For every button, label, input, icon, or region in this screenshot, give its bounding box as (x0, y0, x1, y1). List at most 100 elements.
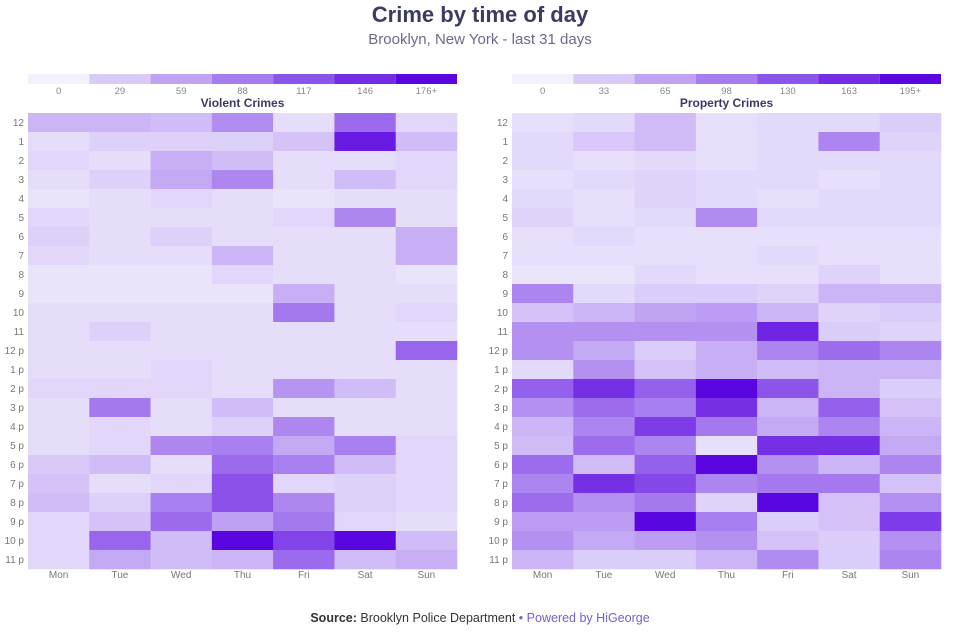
violent-crimes-cell[interactable] (395, 512, 458, 532)
violent-crimes-cell[interactable] (334, 379, 397, 399)
violent-crimes-cell[interactable] (28, 322, 90, 342)
property-crimes-cell[interactable] (573, 170, 635, 190)
property-crimes-cell[interactable] (573, 360, 635, 380)
property-crimes-cell[interactable] (573, 303, 635, 323)
property-crimes-cell[interactable] (695, 227, 758, 247)
violent-crimes-cell[interactable] (273, 398, 335, 418)
property-crimes-cell[interactable] (757, 132, 819, 152)
violent-crimes-cell[interactable] (28, 284, 90, 304)
violent-crimes-cell[interactable] (89, 436, 151, 456)
property-crimes-cell[interactable] (757, 246, 819, 266)
violent-crimes-cell[interactable] (273, 170, 335, 190)
property-crimes-cell[interactable] (512, 246, 574, 266)
property-crimes-cell[interactable] (512, 512, 574, 532)
property-crimes-cell[interactable] (695, 113, 758, 133)
property-crimes-cell[interactable] (818, 113, 881, 133)
violent-crimes-cell[interactable] (273, 227, 335, 247)
violent-crimes-cell[interactable] (150, 189, 213, 209)
property-crimes-cell[interactable] (634, 246, 697, 266)
property-crimes-cell[interactable] (634, 512, 697, 532)
violent-crimes-cell[interactable] (28, 474, 90, 494)
property-crimes-cell[interactable] (818, 455, 881, 475)
violent-crimes-cell[interactable] (89, 284, 151, 304)
property-crimes-cell[interactable] (879, 246, 942, 266)
violent-crimes-cell[interactable] (273, 512, 335, 532)
property-crimes-cell[interactable] (818, 550, 881, 570)
violent-crimes-cell[interactable] (150, 550, 213, 570)
violent-crimes-cell[interactable] (150, 132, 213, 152)
violent-crimes-cell[interactable] (150, 113, 213, 133)
violent-crimes-cell[interactable] (28, 493, 90, 513)
violent-crimes-cell[interactable] (150, 455, 213, 475)
violent-crimes-cell[interactable] (273, 360, 335, 380)
property-crimes-cell[interactable] (879, 455, 942, 475)
violent-crimes-cell[interactable] (28, 151, 90, 171)
violent-crimes-cell[interactable] (150, 265, 213, 285)
violent-crimes-cell[interactable] (211, 170, 274, 190)
property-crimes-cell[interactable] (695, 493, 758, 513)
property-crimes-cell[interactable] (879, 417, 942, 437)
property-crimes-cell[interactable] (512, 398, 574, 418)
property-crimes-cell[interactable] (634, 398, 697, 418)
property-crimes-cell[interactable] (573, 379, 635, 399)
violent-crimes-cell[interactable] (28, 379, 90, 399)
property-crimes-cell[interactable] (573, 531, 635, 551)
violent-crimes-cell[interactable] (334, 398, 397, 418)
property-crimes-cell[interactable] (879, 341, 942, 361)
property-crimes-cell[interactable] (879, 360, 942, 380)
violent-crimes-cell[interactable] (28, 303, 90, 323)
violent-crimes-cell[interactable] (89, 550, 151, 570)
violent-crimes-cell[interactable] (28, 531, 90, 551)
property-crimes-cell[interactable] (512, 265, 574, 285)
violent-crimes-cell[interactable] (89, 341, 151, 361)
violent-crimes-cell[interactable] (395, 341, 458, 361)
violent-crimes-cell[interactable] (334, 436, 397, 456)
property-crimes-cell[interactable] (573, 493, 635, 513)
violent-crimes-cell[interactable] (89, 398, 151, 418)
property-crimes-cell[interactable] (573, 474, 635, 494)
property-crimes-cell[interactable] (818, 417, 881, 437)
violent-crimes-cell[interactable] (334, 474, 397, 494)
violent-crimes-cell[interactable] (395, 132, 458, 152)
violent-crimes-cell[interactable] (150, 246, 213, 266)
property-crimes-cell[interactable] (634, 303, 697, 323)
violent-crimes-cell[interactable] (28, 360, 90, 380)
property-crimes-cell[interactable] (757, 550, 819, 570)
property-crimes-cell[interactable] (818, 170, 881, 190)
violent-crimes-cell[interactable] (273, 208, 335, 228)
violent-crimes-cell[interactable] (211, 455, 274, 475)
property-crimes-cell[interactable] (818, 303, 881, 323)
property-crimes-cell[interactable] (757, 379, 819, 399)
property-crimes-cell[interactable] (879, 322, 942, 342)
property-crimes-cell[interactable] (818, 474, 881, 494)
property-crimes-cell[interactable] (512, 151, 574, 171)
violent-crimes-cell[interactable] (395, 417, 458, 437)
violent-crimes-cell[interactable] (211, 151, 274, 171)
violent-crimes-cell[interactable] (334, 531, 397, 551)
property-crimes-cell[interactable] (879, 151, 942, 171)
violent-crimes-cell[interactable] (334, 132, 397, 152)
property-crimes-cell[interactable] (818, 132, 881, 152)
property-crimes-cell[interactable] (634, 417, 697, 437)
property-crimes-cell[interactable] (512, 227, 574, 247)
violent-crimes-cell[interactable] (28, 246, 90, 266)
violent-crimes-cell[interactable] (28, 170, 90, 190)
violent-crimes-cell[interactable] (211, 265, 274, 285)
violent-crimes-cell[interactable] (273, 550, 335, 570)
violent-crimes-cell[interactable] (28, 455, 90, 475)
property-crimes-cell[interactable] (757, 170, 819, 190)
property-crimes-cell[interactable] (634, 208, 697, 228)
property-crimes-cell[interactable] (757, 417, 819, 437)
property-crimes-cell[interactable] (634, 132, 697, 152)
violent-crimes-cell[interactable] (211, 550, 274, 570)
violent-crimes-cell[interactable] (89, 208, 151, 228)
violent-crimes-cell[interactable] (211, 303, 274, 323)
violent-crimes-cell[interactable] (211, 208, 274, 228)
property-crimes-cell[interactable] (573, 246, 635, 266)
violent-crimes-cell[interactable] (28, 398, 90, 418)
violent-crimes-cell[interactable] (211, 284, 274, 304)
violent-crimes-cell[interactable] (273, 265, 335, 285)
property-crimes-cell[interactable] (818, 189, 881, 209)
violent-crimes-cell[interactable] (395, 208, 458, 228)
violent-crimes-cell[interactable] (273, 493, 335, 513)
